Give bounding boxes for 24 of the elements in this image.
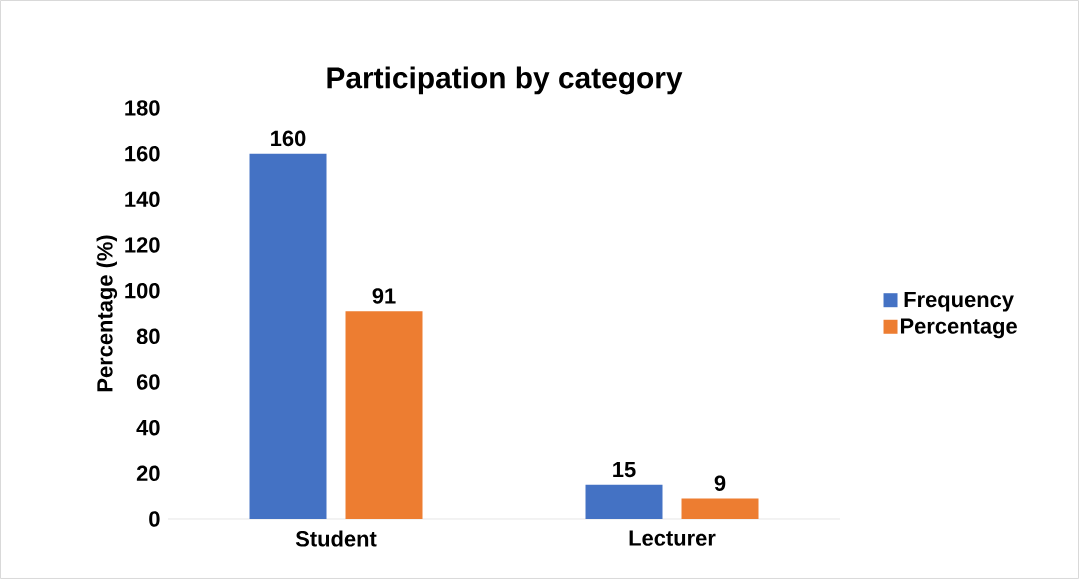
y-tick-label: 80 <box>136 328 160 345</box>
y-tick-label: 100 <box>125 282 160 299</box>
x-tick-label: Lecturer <box>629 530 716 546</box>
legend-label: Frequency <box>904 291 1014 312</box>
data-label: 9 <box>714 475 726 491</box>
x-tick-label: Student <box>295 530 377 547</box>
y-tick-label: 60 <box>136 374 160 390</box>
y-tick-label: 0 <box>149 511 160 527</box>
bar <box>681 498 759 519</box>
y-axis-title: Percentage (%) <box>96 235 118 392</box>
data-label: 91 <box>372 288 396 304</box>
y-tick-label: 40 <box>136 419 160 436</box>
y-tick-label: 140 <box>125 191 160 208</box>
legend-label: Percentage <box>900 318 1017 339</box>
bar <box>249 153 327 519</box>
data-label: 160 <box>271 130 306 147</box>
y-tick-label: 160 <box>125 145 160 162</box>
data-label: 15 <box>613 461 636 478</box>
y-tick-label: 180 <box>125 100 160 116</box>
chart-title: Participation by category <box>327 66 683 95</box>
y-tick-label: 120 <box>125 237 160 253</box>
bar <box>585 484 663 519</box>
y-tick-label: 20 <box>136 465 160 482</box>
bar <box>345 311 423 519</box>
